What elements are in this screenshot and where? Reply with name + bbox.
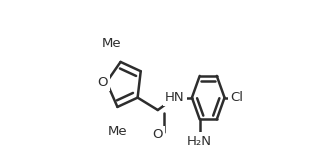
Text: H₂N: H₂N xyxy=(187,135,212,148)
Text: O: O xyxy=(97,76,108,89)
Text: Me: Me xyxy=(108,125,127,138)
Text: Cl: Cl xyxy=(231,91,243,104)
Text: HN: HN xyxy=(165,91,185,104)
Text: O: O xyxy=(153,128,163,141)
Text: Me: Me xyxy=(101,37,121,50)
